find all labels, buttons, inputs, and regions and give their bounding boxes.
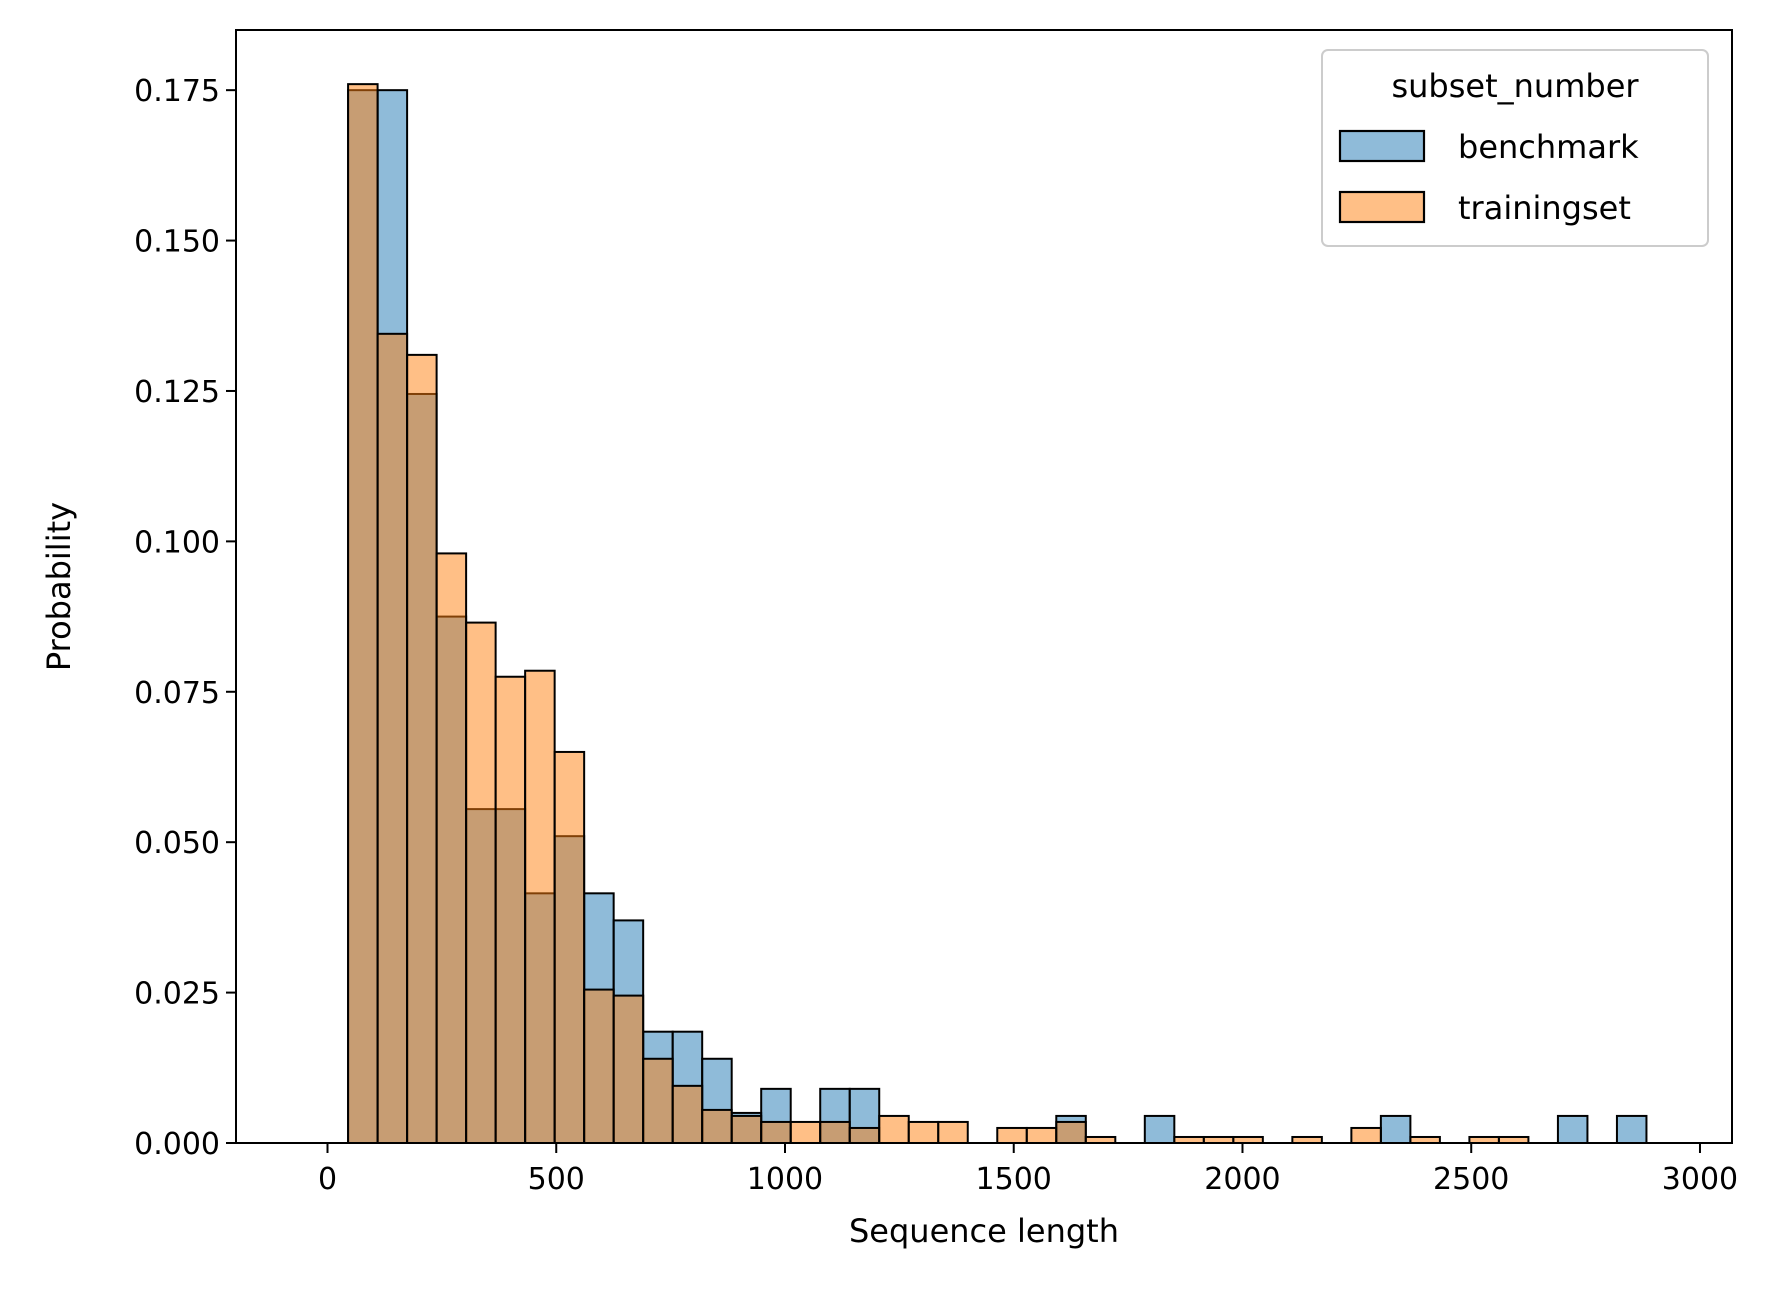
bar-trainingset — [524, 669, 556, 1145]
bar-trainingset — [376, 332, 409, 1144]
legend-swatch-benchmark — [1338, 129, 1426, 163]
bar-benchmark — [1379, 1114, 1412, 1144]
bar-trainingset — [878, 1114, 910, 1144]
bar-trainingset — [465, 621, 497, 1144]
bar-trainingset — [642, 1057, 674, 1144]
x-tick-label: 0 — [318, 1162, 337, 1197]
bar-trainingset — [1025, 1126, 1058, 1145]
y-tick-label: 0.125 — [134, 375, 220, 410]
legend: subset_number benchmark trainingset — [1321, 49, 1709, 247]
y-tick-label: 0.050 — [134, 826, 220, 861]
x-tick-label: 2000 — [1204, 1162, 1280, 1197]
bar-trainingset — [730, 1114, 763, 1144]
bar-trainingset — [435, 552, 468, 1144]
y-tick-label: 0.100 — [134, 525, 220, 560]
y-axis-label: Probability — [40, 502, 78, 671]
bar-trainingset — [406, 353, 438, 1144]
bar-trainingset — [996, 1126, 1028, 1145]
x-tick-label: 2500 — [1433, 1162, 1509, 1197]
y-tick-label: 0.175 — [134, 74, 220, 109]
y-axis-ticks: 0.000 0.025 0.050 0.075 0.100 0.125 0.150 0.175 — [134, 74, 236, 1162]
x-tick-label: 1500 — [976, 1162, 1052, 1197]
x-axis-ticks: 0 500 1000 1500 2000 2500 3000 — [318, 1143, 1738, 1197]
plot-frame — [235, 29, 1733, 1144]
bar-trainingset — [671, 1084, 704, 1144]
bar-trainingset — [701, 1108, 733, 1144]
bar-trainingset — [848, 1126, 881, 1145]
legend-label-benchmark: benchmark — [1458, 128, 1639, 166]
y-tick-label: 0.075 — [134, 676, 220, 711]
bar-trainingset — [907, 1120, 940, 1144]
bar-trainingset — [494, 675, 527, 1144]
bar-trainingset — [583, 988, 615, 1144]
x-tick-label: 1000 — [747, 1162, 823, 1197]
bar-trainingset — [1350, 1126, 1382, 1145]
bar-trainingset — [819, 1120, 851, 1144]
bar-trainingset — [1055, 1120, 1087, 1144]
legend-swatch-trainingset — [1338, 190, 1426, 224]
bar-trainingset — [347, 83, 379, 1144]
legend-title: subset_number — [1391, 67, 1639, 105]
y-tick-label: 0.150 — [134, 225, 220, 260]
bar-benchmark — [1143, 1114, 1176, 1144]
series-trainingset-bars — [347, 83, 1530, 1145]
bar-trainingset — [760, 1120, 792, 1144]
x-tick-label: 3000 — [1662, 1162, 1738, 1197]
bar-benchmark — [1615, 1114, 1648, 1144]
x-axis-label: Sequence length — [849, 1212, 1119, 1250]
y-tick-label: 0.025 — [134, 977, 220, 1012]
bar-trainingset — [553, 750, 586, 1144]
bar-trainingset — [937, 1120, 969, 1144]
y-tick-label: 0.000 — [134, 1127, 220, 1162]
bar-benchmark — [1556, 1114, 1589, 1144]
legend-label-trainingset: trainingset — [1458, 189, 1631, 227]
bar-trainingset — [612, 994, 645, 1145]
bar-trainingset — [789, 1120, 822, 1144]
x-tick-label: 500 — [528, 1162, 585, 1197]
